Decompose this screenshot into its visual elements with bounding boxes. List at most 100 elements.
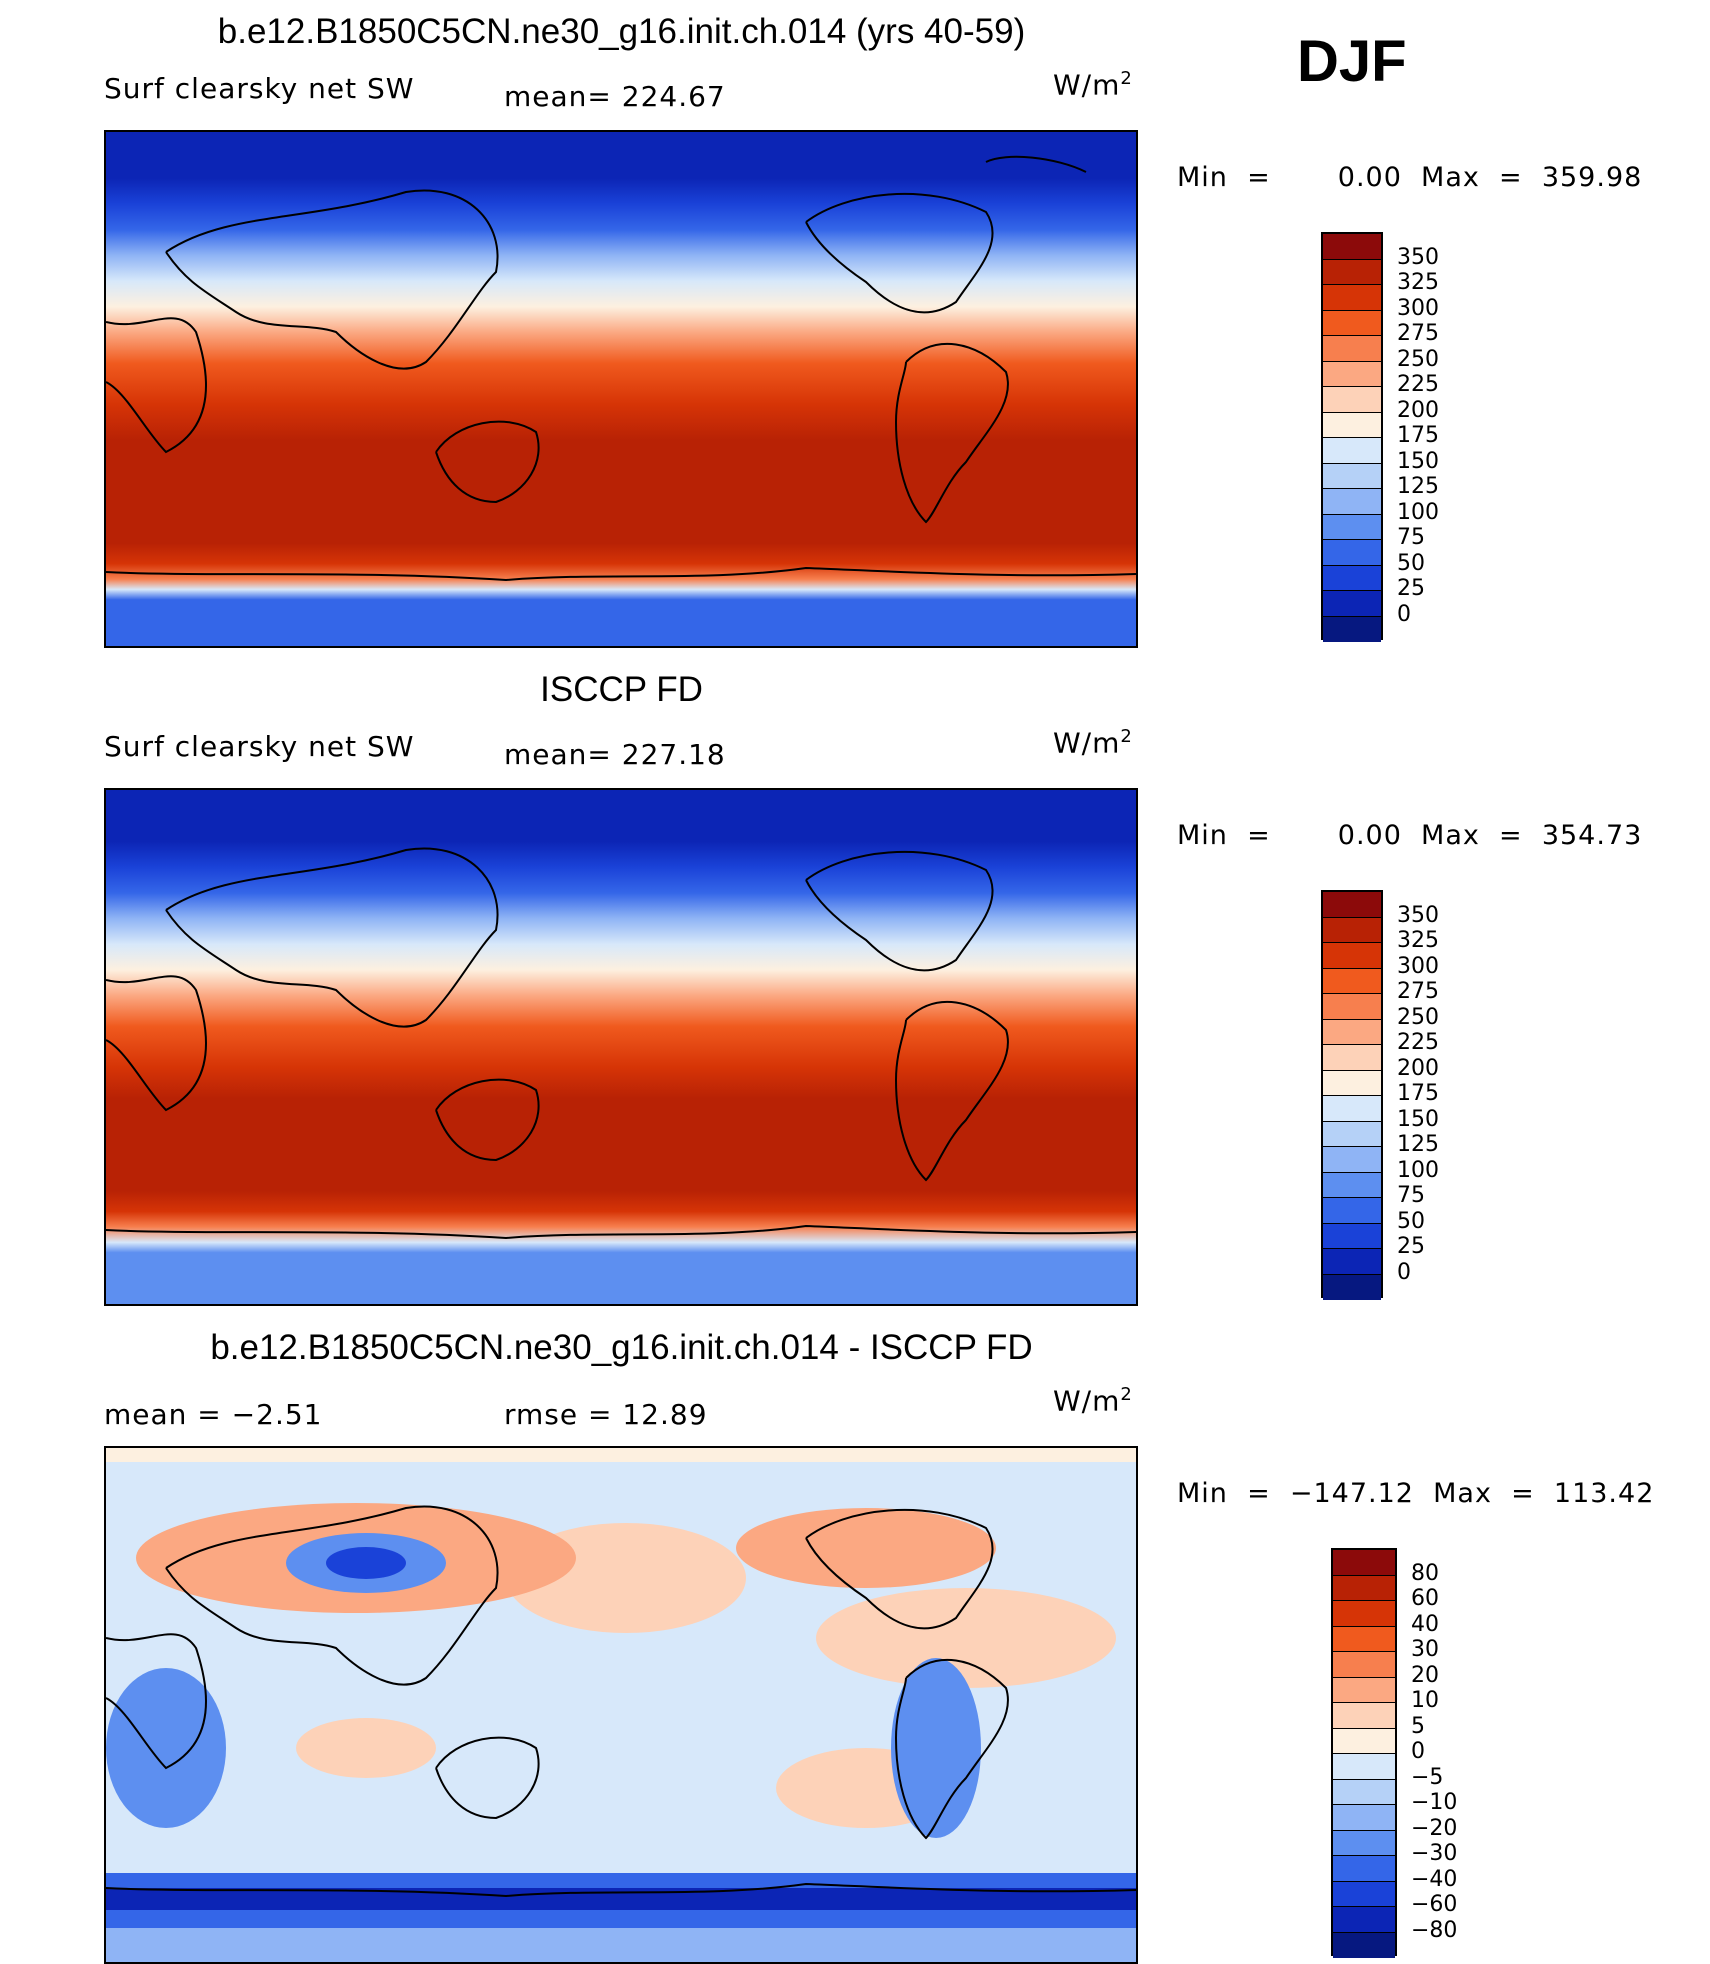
- colorbar-label: 100: [1397, 499, 1439, 525]
- colorbar-swatch: [1323, 234, 1381, 260]
- colorbar-swatch: [1323, 1045, 1381, 1071]
- colorbar-swatch: [1333, 1601, 1395, 1627]
- colorbar-swatch: [1323, 616, 1381, 642]
- colorbar-swatch: [1333, 1779, 1395, 1805]
- colorbar-swatch: [1323, 310, 1381, 336]
- colorbar-swatch: [1323, 1096, 1381, 1122]
- panel-3-colorbar: [1331, 1548, 1397, 1958]
- colorbar-label: −60: [1411, 1892, 1458, 1917]
- colorbar-label: 25: [1397, 576, 1425, 601]
- colorbar-label: −10: [1411, 1790, 1458, 1815]
- colorbar-swatch: [1323, 1249, 1381, 1275]
- colorbar-label: 125: [1397, 1132, 1439, 1157]
- colorbar-label: 250: [1397, 346, 1439, 372]
- colorbar-swatch: [1333, 1677, 1395, 1703]
- panel-2-colorbar: [1321, 890, 1383, 1300]
- panel-1-min-max: Min = 0.00 Max = 359.98: [1177, 162, 1643, 193]
- colorbar-swatch: [1323, 285, 1381, 311]
- panel-3-map: [104, 1446, 1138, 1964]
- colorbar-label: 5: [1411, 1713, 1425, 1739]
- colorbar-swatch: [1323, 336, 1381, 362]
- colorbar-label: 300: [1397, 295, 1439, 321]
- panel-3-title: b.e12.B1850C5CN.ne30_g16.init.ch.014 - I…: [210, 1328, 1033, 1367]
- colorbar-swatch: [1323, 565, 1381, 591]
- colorbar-label: 50: [1397, 550, 1425, 576]
- panel-1-colorbar: [1321, 232, 1383, 642]
- colorbar-swatch: [1323, 514, 1381, 540]
- colorbar-swatch: [1323, 943, 1381, 969]
- colorbar-swatch: [1323, 1147, 1381, 1173]
- colorbar-label: 325: [1397, 270, 1439, 295]
- colorbar-label: 275: [1397, 321, 1439, 346]
- colorbar-label: 350: [1397, 902, 1439, 928]
- colorbar-swatch: [1333, 1805, 1395, 1831]
- colorbar-label: −80: [1411, 1917, 1458, 1943]
- colorbar-swatch: [1333, 1550, 1395, 1576]
- colorbar-swatch: [1323, 259, 1381, 285]
- colorbar-swatch: [1333, 1575, 1395, 1601]
- colorbar-swatch: [1323, 489, 1381, 515]
- panel-1-mean-label: mean= 224.67: [504, 80, 726, 113]
- colorbar-label: 250: [1397, 1004, 1439, 1030]
- colorbar-label: 200: [1397, 397, 1439, 423]
- colorbar-swatch: [1333, 1728, 1395, 1754]
- panel-3-rmse-label: rmse = 12.89: [504, 1398, 708, 1431]
- panel-2-variable-label: Surf clearsky net SW: [104, 730, 415, 763]
- colorbar-label: 175: [1397, 423, 1439, 448]
- colorbar-label: 50: [1397, 1208, 1425, 1234]
- colorbar-label: 100: [1397, 1157, 1439, 1183]
- colorbar-label: 80: [1411, 1560, 1439, 1586]
- colorbar-label: 225: [1397, 372, 1439, 397]
- colorbar-swatch: [1323, 892, 1381, 918]
- colorbar-swatch: [1323, 1121, 1381, 1147]
- colorbar-swatch: [1333, 1856, 1395, 1882]
- panel-1-units: W/m2: [1053, 68, 1133, 102]
- colorbar-label: 0: [1397, 601, 1411, 627]
- colorbar-swatch: [1323, 1070, 1381, 1096]
- panel-2-min-max: Min = 0.00 Max = 354.73: [1177, 820, 1643, 851]
- colorbar-swatch: [1323, 463, 1381, 489]
- colorbar-label: 150: [1397, 448, 1439, 474]
- panel-3-mean-label: mean = −2.51: [104, 1398, 323, 1431]
- colorbar-label: 60: [1411, 1586, 1439, 1611]
- colorbar-swatch: [1323, 1198, 1381, 1224]
- colorbar-swatch: [1323, 438, 1381, 464]
- colorbar-swatch: [1333, 1932, 1395, 1958]
- colorbar-label: 0: [1397, 1259, 1411, 1285]
- colorbar-label: 225: [1397, 1030, 1439, 1055]
- colorbar-swatch: [1323, 968, 1381, 994]
- panel-2-title: ISCCP FD: [540, 670, 703, 709]
- colorbar-swatch: [1333, 1881, 1395, 1907]
- colorbar-label: 150: [1397, 1106, 1439, 1132]
- panel-3-map-field: [106, 1448, 1136, 1962]
- colorbar-label: 75: [1397, 525, 1425, 550]
- panel-1-title: b.e12.B1850C5CN.ne30_g16.init.ch.014 (yr…: [217, 12, 1026, 51]
- colorbar-label: 30: [1411, 1637, 1439, 1662]
- colorbar-label: 125: [1397, 474, 1439, 499]
- colorbar-label: 40: [1411, 1611, 1439, 1637]
- colorbar-swatch: [1333, 1754, 1395, 1780]
- colorbar-swatch: [1323, 540, 1381, 566]
- colorbar-label: 200: [1397, 1055, 1439, 1081]
- colorbar-label: 75: [1397, 1183, 1425, 1208]
- colorbar-swatch: [1323, 387, 1381, 413]
- colorbar-label: 275: [1397, 979, 1439, 1004]
- panel-2-units: W/m2: [1053, 726, 1133, 760]
- colorbar-label: 300: [1397, 953, 1439, 979]
- colorbar-swatch: [1323, 994, 1381, 1020]
- colorbar-label: 10: [1411, 1688, 1439, 1713]
- colorbar-swatch: [1333, 1830, 1395, 1856]
- colorbar-label: 350: [1397, 244, 1439, 270]
- season-label: DJF: [1297, 29, 1407, 94]
- panel-3-units: W/m2: [1053, 1384, 1133, 1418]
- colorbar-swatch: [1333, 1907, 1395, 1933]
- panel-2-map: [104, 788, 1138, 1306]
- colorbar-swatch: [1323, 917, 1381, 943]
- panel-1-variable-label: Surf clearsky net SW: [104, 72, 415, 105]
- colorbar-swatch: [1323, 1223, 1381, 1249]
- colorbar-label: −5: [1411, 1764, 1444, 1790]
- colorbar-label: 325: [1397, 928, 1439, 953]
- panel-2-map-field: [106, 790, 1136, 1304]
- colorbar-swatch: [1333, 1703, 1395, 1729]
- colorbar-swatch: [1323, 1172, 1381, 1198]
